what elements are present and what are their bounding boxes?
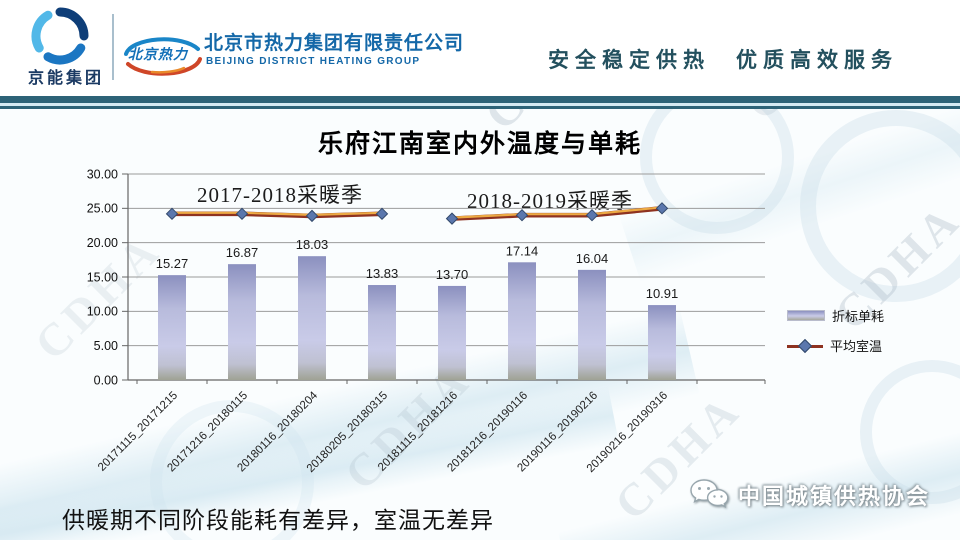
y-tick-label: 30.00	[87, 167, 118, 181]
annotation-season-2: 2018-2019采暖季	[467, 189, 633, 213]
temperature-line-highlight	[170, 211, 384, 216]
diamond-marker	[445, 212, 459, 225]
chart-svg: 0.00 5.00 10.00 15.00 20.00 25.00 30.00 15.27 20…	[87, 167, 766, 475]
y-tick-label: 15.00	[87, 270, 118, 284]
bar-value-label: 16.04	[576, 251, 609, 266]
annotation-season-1: 2017-2018采暖季	[197, 183, 363, 207]
x-category-label: 20190116_20190216	[515, 390, 600, 475]
bar-value-label: 18.03	[296, 237, 329, 252]
company-name-en: BEIJING DISTRICT HEATING GROUP	[206, 56, 421, 67]
bar	[368, 285, 396, 380]
legend-item-bar: 折标单耗	[787, 300, 884, 330]
bar	[158, 275, 186, 380]
bar	[578, 269, 606, 380]
line-swatch-icon	[787, 338, 823, 353]
diamond-marker	[375, 207, 389, 221]
x-category-label: 20181115_20181216	[376, 390, 460, 474]
y-tick-label: 20.00	[87, 236, 118, 250]
bar-value-label: 10.91	[646, 286, 679, 301]
header-stripe-thin	[0, 106, 960, 109]
x-category-label: 20180205_20180315	[305, 390, 390, 475]
x-category-label: 20190216_20190316	[585, 390, 670, 475]
x-category-label: 20171115_20171215	[96, 390, 180, 474]
diamond-marker	[165, 207, 179, 221]
bar-value-label: 15.27	[156, 256, 189, 271]
legend-label: 平均室温	[830, 338, 883, 354]
legend-label: 折标单耗	[832, 308, 885, 324]
y-tick-label: 10.00	[87, 305, 118, 319]
y-tick-label: 25.00	[87, 202, 118, 216]
diamond-marker	[585, 208, 599, 222]
bjht-logo-text: 北京热力	[128, 46, 188, 62]
bar	[298, 256, 326, 380]
wechat-icon	[690, 479, 729, 508]
y-tick-label: 5.00	[94, 339, 118, 353]
diamond-marker	[305, 209, 319, 223]
jingneng-logo-text: 京能集团	[27, 70, 104, 87]
header-divider	[112, 14, 114, 80]
bar-value-label: 13.83	[366, 266, 399, 281]
chart-legend: 折标单耗 平均室温	[787, 300, 884, 360]
legend-item-line: 平均室温	[787, 330, 884, 360]
bar-value-label: 17.14	[506, 243, 539, 258]
slogan-part1: 安全稳定供热	[548, 48, 710, 72]
chart-title: 乐府江南室内外温度与单耗	[317, 131, 642, 158]
company-name-cn: 北京市热力集团有限责任公司	[204, 33, 465, 54]
slogan-part2: 优质高效服务	[736, 48, 898, 72]
conclusion-caption: 供暖期不同阶段能耗有差异，室温无差异	[62, 507, 494, 533]
diamond-marker	[515, 208, 529, 222]
header-stripe-thick	[0, 96, 960, 103]
y-tick-label: 0.00	[94, 373, 118, 387]
bar	[228, 264, 256, 380]
jingneng-logo-icon	[31, 7, 89, 65]
bar	[648, 305, 676, 380]
bar-swatch-icon	[787, 309, 825, 321]
x-category-label: 20181216_20190116	[445, 390, 530, 475]
bjht-logo-icon	[124, 37, 202, 76]
x-category-label: 20171216_20180115	[165, 390, 250, 475]
diamond-marker	[655, 202, 669, 215]
header: 京能集团 北京热力 北京市热力集团有限责任公司 BEIJING DISTRICT…	[0, 0, 960, 96]
bar	[508, 262, 536, 380]
slogan: 安全稳定供热 优质高效服务	[548, 44, 898, 74]
bar	[438, 285, 466, 380]
bar-value-label: 13.70	[436, 267, 469, 282]
x-category-label: 20180116_20180204	[235, 389, 320, 474]
header-stripe-gap	[0, 103, 960, 106]
combo-chart: 0.00 5.00 10.00 15.00 20.00 25.00 30.00 15.27 20…	[60, 160, 800, 500]
association-badge: 中国城镇供热协会	[688, 477, 930, 513]
association-name: 中国城镇供热协会	[738, 484, 931, 509]
bar-value-label: 16.87	[226, 245, 259, 260]
diamond-marker	[235, 207, 249, 221]
temperature-line-highlight	[450, 206, 664, 219]
